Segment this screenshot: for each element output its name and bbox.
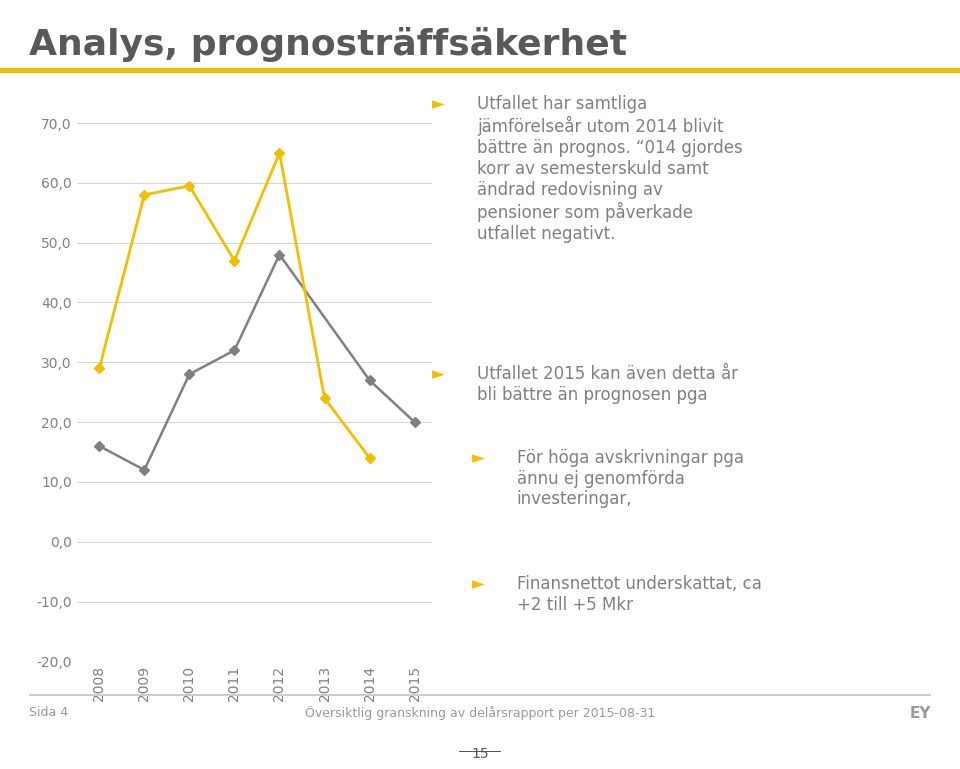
- Text: EY: EY: [910, 706, 931, 721]
- Text: Översiktlig granskning av delårsrapport per 2015-08-31: Översiktlig granskning av delårsrapport …: [305, 706, 655, 720]
- Text: Utfallet har samtliga
jämförelseår utom 2014 blivit
bättre än prognos. “014 gjor: Utfallet har samtliga jämförelseår utom …: [477, 95, 743, 243]
- Text: ►: ►: [472, 449, 485, 467]
- Text: Sida 4: Sida 4: [29, 706, 68, 719]
- Text: Analys, prognosträffsäkerhet: Analys, prognosträffsäkerhet: [29, 27, 627, 62]
- Text: Utfallet 2015 kan även detta år
bli bättre än prognosen pga: Utfallet 2015 kan även detta år bli bätt…: [477, 365, 738, 404]
- Text: För höga avskrivningar pga
ännu ej genomförda
investeringar,: För höga avskrivningar pga ännu ej genom…: [516, 449, 744, 508]
- Text: ►: ►: [472, 574, 485, 593]
- Legend: Prognos, Utfall: Prognos, Utfall: [84, 764, 293, 769]
- Text: ►: ►: [432, 95, 444, 113]
- Text: ►: ►: [432, 365, 444, 383]
- Text: 15: 15: [471, 747, 489, 761]
- Text: Finansnettot underskattat, ca
+2 till +5 Mkr: Finansnettot underskattat, ca +2 till +5…: [516, 574, 761, 614]
